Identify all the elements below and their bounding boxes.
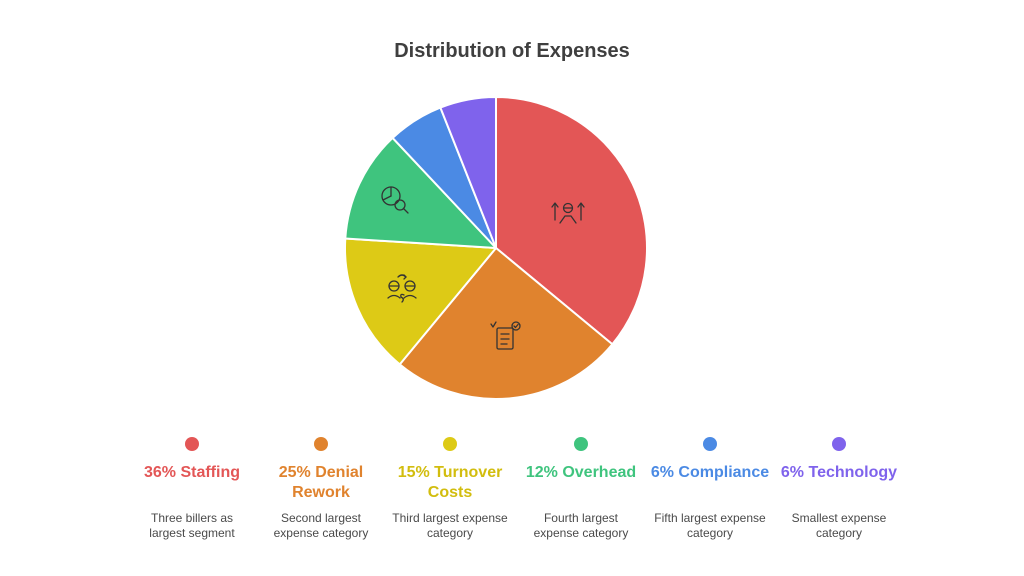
legend-label-turnover-costs: 15% Turnover Costs [397, 464, 503, 501]
legend-desc-denial-rework: Second largest expense category [273, 511, 369, 540]
legend-item-denial-rework: 25% Denial Rework Second largest expense… [257, 436, 385, 541]
legend-label-denial-rework: 25% Denial Rework [278, 464, 364, 501]
legend-label-compliance: 6% Compliance [650, 464, 770, 481]
legend-item-compliance: 6% Compliance Fifth largest expense cate… [646, 436, 774, 541]
pie-slice-turnover-costs [344, 237, 497, 366]
legend-label-technology: 6% Technology [780, 464, 898, 481]
pie-slice-overhead [344, 136, 497, 249]
legend-item-overhead: 12% Overhead Fourth largest expense cate… [517, 436, 645, 541]
legend-label-staffing: 36% Staffing [143, 464, 240, 481]
legend-desc-turnover-costs: Third largest expense category [392, 511, 508, 540]
legend-dot-overhead [574, 437, 588, 451]
legend-item-staffing: 36% Staffing Three billers as largest se… [128, 436, 256, 541]
people-money-icon [387, 274, 417, 303]
legend: 36% Staffing Three billers as largest se… [0, 436, 1024, 566]
legend-desc-staffing: Three billers as largest segment [149, 511, 235, 540]
legend-dot-technology [832, 437, 846, 451]
pie-magnifier-icon [381, 186, 409, 214]
legend-dot-denial-rework [314, 437, 328, 451]
legend-item-technology: 6% Technology Smallest expense category [775, 436, 903, 541]
legend-dot-compliance [703, 437, 717, 451]
legend-desc-compliance: Fifth largest expense category [654, 511, 766, 540]
legend-desc-technology: Smallest expense category [791, 511, 887, 540]
people-arrows-icon [551, 202, 585, 224]
checklist-document-icon [490, 321, 521, 350]
pie-slice-staffing [495, 96, 648, 346]
chart-title: Distribution of Expenses [394, 40, 630, 62]
legend-label-overhead: 12% Overhead [525, 464, 637, 481]
legend-item-turnover-costs: 15% Turnover Costs Third largest expense… [386, 436, 514, 541]
legend-desc-overhead: Fourth largest expense category [533, 511, 629, 540]
pie-slice-denial-rework [398, 247, 614, 400]
legend-dot-staffing [185, 437, 199, 451]
pie-slice-technology [439, 96, 497, 249]
legend-dot-turnover-costs [443, 437, 457, 451]
